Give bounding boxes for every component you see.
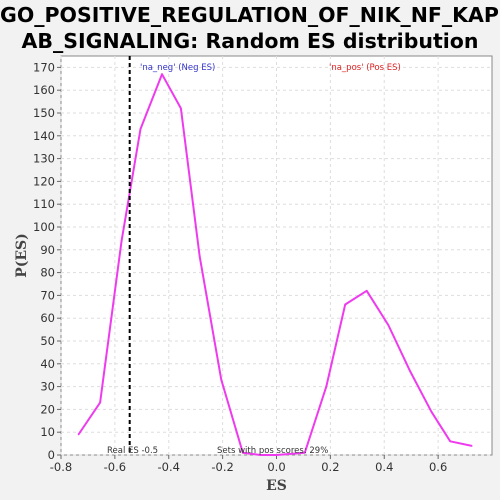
data-point: [275, 454, 278, 456]
data-point: [344, 303, 346, 306]
legend-neg-es: 'na_neg' (Neg ES): [140, 63, 215, 73]
data-point: [120, 239, 123, 242]
y-tick-label: 150: [33, 106, 55, 120]
y-tick-label: 20: [40, 402, 55, 416]
data-point: [99, 401, 101, 404]
data-point: [242, 451, 244, 454]
data-point: [430, 410, 433, 413]
y-axis-title: P(ES): [14, 233, 30, 278]
data-point: [198, 255, 201, 258]
data-point: [180, 107, 182, 110]
data-point: [325, 385, 328, 388]
y-tick-label: 30: [40, 380, 55, 394]
x-tick-label: 0.0: [267, 460, 285, 474]
chart-title-line-2: AB_SIGNALING: Random ES distribution: [21, 29, 479, 53]
y-tick-label: 110: [33, 197, 55, 211]
chart-title-line-1: GO_POSITIVE_REGULATION_OF_NIK_NF_KAPP: [0, 3, 500, 27]
legend-pos-es: 'na_pos' (Pos ES): [329, 63, 401, 73]
y-tick-label: 170: [33, 60, 55, 74]
y-tick-label: 160: [33, 83, 55, 97]
data-point: [139, 128, 142, 130]
series-line-pos: [276, 289, 473, 456]
x-tick-label: -0.2: [211, 460, 233, 474]
x-tick-label: 0.6: [429, 460, 447, 474]
data-point: [387, 324, 390, 326]
data-point: [77, 433, 80, 436]
series-layer: [77, 73, 473, 456]
y-tick-label: 60: [40, 311, 55, 325]
y-tick-label: 40: [40, 357, 55, 371]
y-tick-label: 130: [33, 152, 55, 166]
y-tick-label: 80: [40, 266, 55, 280]
x-tick-label: -0.4: [158, 460, 180, 474]
grid: [60, 56, 492, 456]
pos-scores-annotation: Sets with pos scores: 29%: [217, 446, 328, 456]
data-point: [449, 440, 452, 443]
data-point: [365, 290, 368, 292]
y-tick-label: 50: [40, 334, 55, 348]
y-tick-label: 120: [33, 174, 55, 188]
data-point: [303, 451, 306, 454]
y-tick-label: 90: [40, 243, 55, 257]
y-tick-label: 0: [48, 448, 55, 462]
x-tick-label: -0.8: [50, 460, 72, 474]
x-tick-label: 0.4: [375, 460, 393, 474]
y-tick-label: 70: [40, 288, 55, 302]
chart-title: GO_POSITIVE_REGULATION_OF_NIK_NF_KAPP AB…: [0, 2, 500, 54]
data-point: [470, 445, 473, 447]
axes: 0 10 20 30 40 50 60 70 80 90 100 110 120 130 140 150 160…: [33, 60, 447, 474]
x-tick-label: -0.6: [104, 460, 126, 474]
y-tick-label: 100: [33, 220, 55, 234]
data-point: [220, 378, 223, 381]
data-point: [161, 73, 163, 76]
x-tick-label: 0.2: [321, 460, 339, 474]
y-tick-label: 10: [40, 425, 55, 439]
y-tick-label: 140: [33, 129, 55, 143]
x-axis-title: ES: [266, 478, 287, 494]
data-point: [409, 369, 411, 372]
data-point: [259, 454, 262, 456]
real-es-label: Real ES -0.5: [107, 446, 158, 456]
